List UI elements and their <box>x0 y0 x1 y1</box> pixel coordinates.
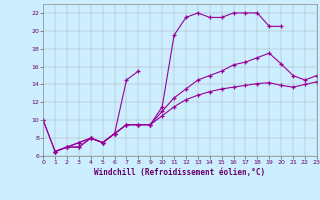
X-axis label: Windchill (Refroidissement éolien,°C): Windchill (Refroidissement éolien,°C) <box>94 168 266 177</box>
